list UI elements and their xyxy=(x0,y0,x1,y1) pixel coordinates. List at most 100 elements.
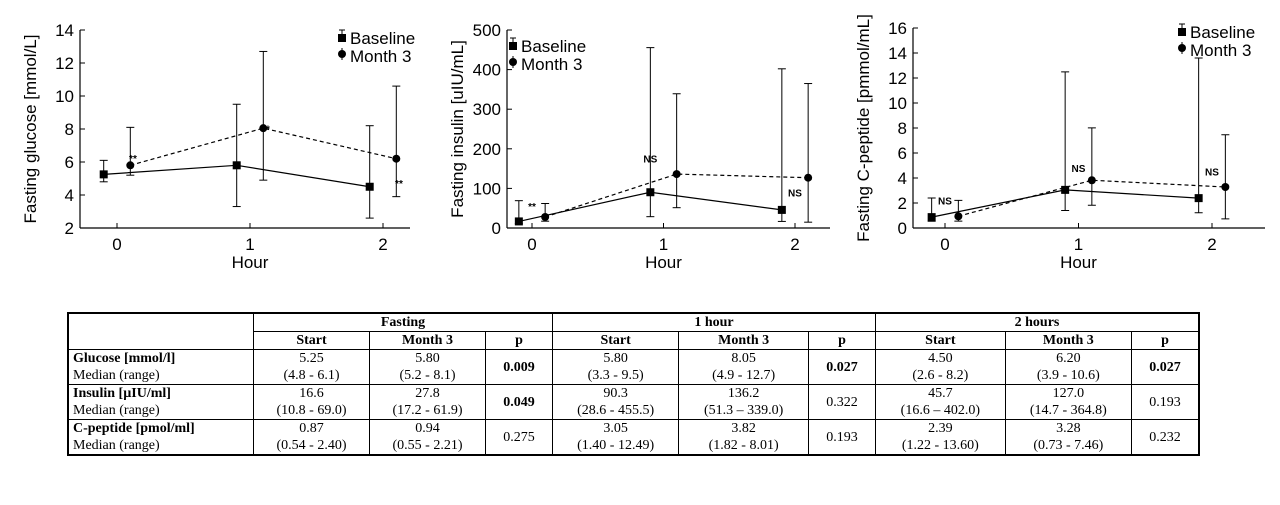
median-value: 5.80 xyxy=(415,351,440,366)
baseline-point xyxy=(1061,185,1070,194)
median-cell: 3.05 (1.40 - 12.49) xyxy=(551,419,680,456)
baseline-point xyxy=(646,188,655,197)
y-tick-label: 12 xyxy=(55,54,74,73)
subheader-start: Start xyxy=(253,331,370,350)
significance-annotation: NS xyxy=(1205,168,1219,179)
range-value: (1.82 - 8.01) xyxy=(708,438,779,453)
y-tick-label: 6 xyxy=(65,153,74,172)
significance-annotation: ** xyxy=(528,202,536,213)
y-tick-label: 16 xyxy=(888,19,907,38)
y-tick-label: 400 xyxy=(473,61,501,80)
x-tick-label: 2 xyxy=(378,235,387,254)
range-value: (5.2 - 8.1) xyxy=(399,368,456,383)
median-cell: 3.82 (1.82 - 8.01) xyxy=(678,419,809,456)
x-tick-label: 0 xyxy=(527,235,536,254)
group-header-2-hours: 2 hours xyxy=(874,312,1200,332)
legend-month3-label: Month 3 xyxy=(350,47,411,66)
median-value: 8.05 xyxy=(731,351,756,366)
y-tick-label: 0 xyxy=(492,219,501,238)
median-cell: 6.20 (3.9 - 10.6) xyxy=(1004,349,1133,385)
table-row: Insulin [µIU/ml] Median (range) 16.6 (10.8 … xyxy=(67,384,1200,420)
median-value: 3.82 xyxy=(731,421,756,436)
median-value: 6.20 xyxy=(1056,351,1081,366)
range-value: (4.8 - 6.1) xyxy=(283,368,340,383)
y-tick-label: 10 xyxy=(888,94,907,113)
row-label: Glucose [mmol/l] Median (range) xyxy=(67,349,254,385)
median-cell: 45.7 (16.6 – 402.0) xyxy=(874,384,1006,420)
subheader-month3: Month 3 xyxy=(1004,331,1133,350)
y-tick-label: 2 xyxy=(898,194,907,213)
significance-annotation: NS xyxy=(788,188,802,199)
legend-month3-label: Month 3 xyxy=(1190,41,1251,60)
median-cell: 2.39 (1.22 - 13.60) xyxy=(874,419,1006,456)
median-value: 136.2 xyxy=(727,386,760,401)
x-axis-label: Hour xyxy=(645,253,682,272)
x-tick-label: 2 xyxy=(790,235,799,254)
baseline-point xyxy=(99,170,108,179)
legend-month3-marker xyxy=(1178,44,1186,52)
legend-month3-label: Month 3 xyxy=(521,55,582,74)
row-label: C-peptide [pmol/ml] Median (range) xyxy=(67,419,254,456)
subheader-month3: Month 3 xyxy=(369,331,486,350)
significance-annotation: NS xyxy=(643,155,657,166)
month3-point xyxy=(954,212,963,221)
median-cell: 4.50 (2.6 - 8.2) xyxy=(874,349,1006,385)
month3-point xyxy=(392,154,401,163)
y-tick-label: 10 xyxy=(55,87,74,106)
month3-point xyxy=(126,161,135,170)
p-value: 0.322 xyxy=(807,384,876,420)
row-sublabel: Median (range) xyxy=(73,403,160,418)
median-value: 16.6 xyxy=(299,386,324,401)
row-title: Glucose [mmol/l] xyxy=(73,351,176,366)
subheader-p: p xyxy=(485,331,553,350)
month3-point xyxy=(672,170,681,179)
row-title: C-peptide [pmol/ml] xyxy=(73,421,195,436)
baseline-point xyxy=(927,213,936,222)
p-value: 0.049 xyxy=(485,384,553,420)
subheader-start: Start xyxy=(551,331,680,350)
p-value: 0.232 xyxy=(1131,419,1200,456)
p-value: 0.027 xyxy=(1131,349,1200,385)
x-tick-label: 0 xyxy=(112,235,121,254)
y-tick-label: 14 xyxy=(888,44,907,63)
month3-point xyxy=(259,124,268,133)
y-tick-label: 2 xyxy=(65,219,74,238)
p-value: 0.009 xyxy=(485,349,553,385)
baseline-point xyxy=(232,161,241,170)
p-value: 0.193 xyxy=(807,419,876,456)
x-tick-label: 1 xyxy=(659,235,668,254)
median-cell: 5.80 (5.2 - 8.1) xyxy=(369,349,486,385)
significance-annotation: ** xyxy=(129,154,137,165)
x-tick-label: 1 xyxy=(245,235,254,254)
y-tick-label: 500 xyxy=(473,21,501,40)
month3-point xyxy=(541,212,550,221)
row-title: Insulin [µIU/ml] xyxy=(73,386,171,401)
median-cell: 136.2 (51.3 – 339.0) xyxy=(678,384,809,420)
median-value: 90.3 xyxy=(603,386,628,401)
range-value: (10.8 - 69.0) xyxy=(276,403,347,418)
range-value: (3.9 - 10.6) xyxy=(1036,368,1100,383)
legend-baseline-label: Baseline xyxy=(521,37,586,56)
subheader-start: Start xyxy=(874,331,1006,350)
month3-point xyxy=(1221,183,1230,191)
range-value: (28.6 - 455.5) xyxy=(577,403,655,418)
range-value: (0.55 - 2.21) xyxy=(392,438,463,453)
month3-line xyxy=(958,179,1226,217)
median-cell: 3.28 (0.73 - 7.46) xyxy=(1004,419,1133,456)
x-axis-label: Hour xyxy=(1060,253,1097,272)
y-tick-label: 8 xyxy=(65,120,74,139)
y-axis-label: Fasting insulin [uIU/mL] xyxy=(448,40,467,218)
range-value: (16.6 – 402.0) xyxy=(900,403,980,418)
significance-annotation: ** xyxy=(262,124,270,135)
median-value: 0.87 xyxy=(299,421,324,436)
median-value: 27.8 xyxy=(415,386,440,401)
y-tick-label: 4 xyxy=(65,186,74,205)
y-tick-label: 0 xyxy=(898,219,907,238)
median-value: 45.7 xyxy=(928,386,953,401)
range-value: (14.7 - 364.8) xyxy=(1029,403,1107,418)
x-tick-label: 0 xyxy=(940,235,949,254)
row-sublabel: Median (range) xyxy=(73,368,160,383)
insulin-chart: 0 100 200 300 400 500 0 1 2 Hour Fasting insulin [… xyxy=(448,21,830,272)
range-value: (1.22 - 13.60) xyxy=(901,438,979,453)
median-value: 127.0 xyxy=(1052,386,1085,401)
